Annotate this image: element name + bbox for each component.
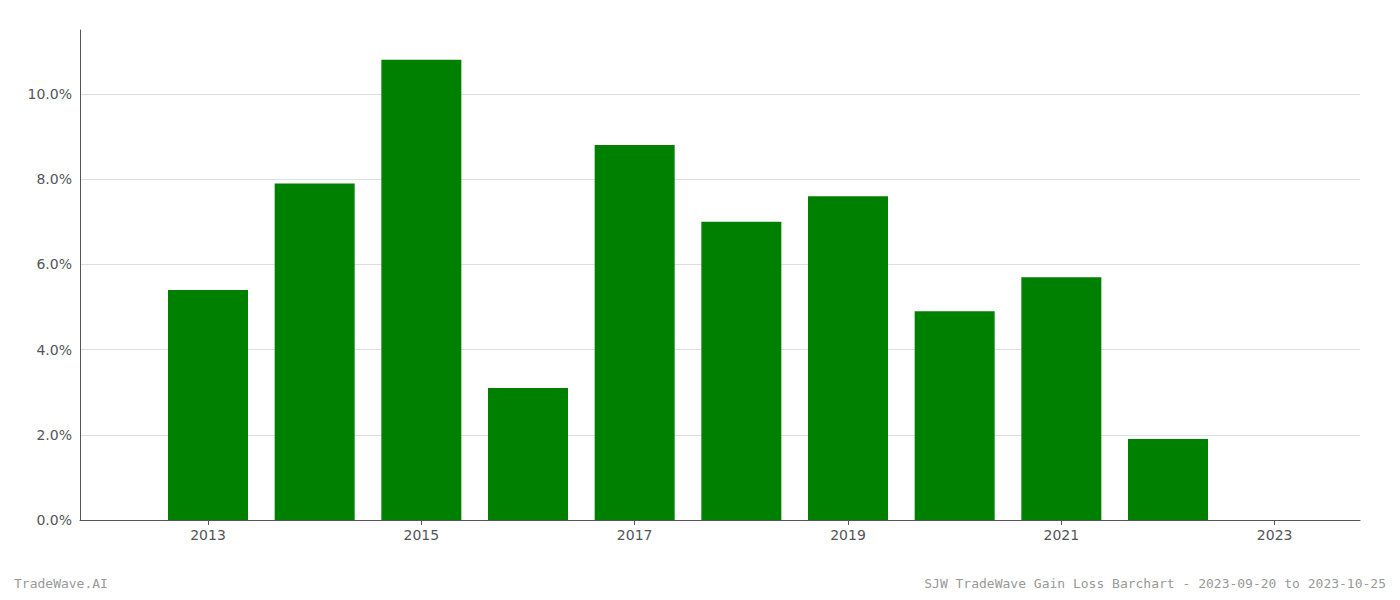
svg-text:10.0%: 10.0% <box>28 86 72 102</box>
svg-text:2015: 2015 <box>404 527 440 543</box>
svg-text:2017: 2017 <box>617 527 653 543</box>
svg-text:2021: 2021 <box>1044 527 1080 543</box>
svg-text:0.0%: 0.0% <box>36 512 72 528</box>
svg-text:2.0%: 2.0% <box>36 427 72 443</box>
svg-text:2019: 2019 <box>830 527 866 543</box>
svg-text:2023: 2023 <box>1257 527 1293 543</box>
svg-text:2013: 2013 <box>190 527 226 543</box>
svg-text:TradeWave.AI: TradeWave.AI <box>14 576 108 591</box>
svg-text:8.0%: 8.0% <box>36 171 72 187</box>
svg-text:SJW TradeWave Gain Loss Barcha: SJW TradeWave Gain Loss Barchart - 2023-… <box>924 576 1386 591</box>
svg-text:4.0%: 4.0% <box>36 342 72 358</box>
svg-text:6.0%: 6.0% <box>36 256 72 272</box>
